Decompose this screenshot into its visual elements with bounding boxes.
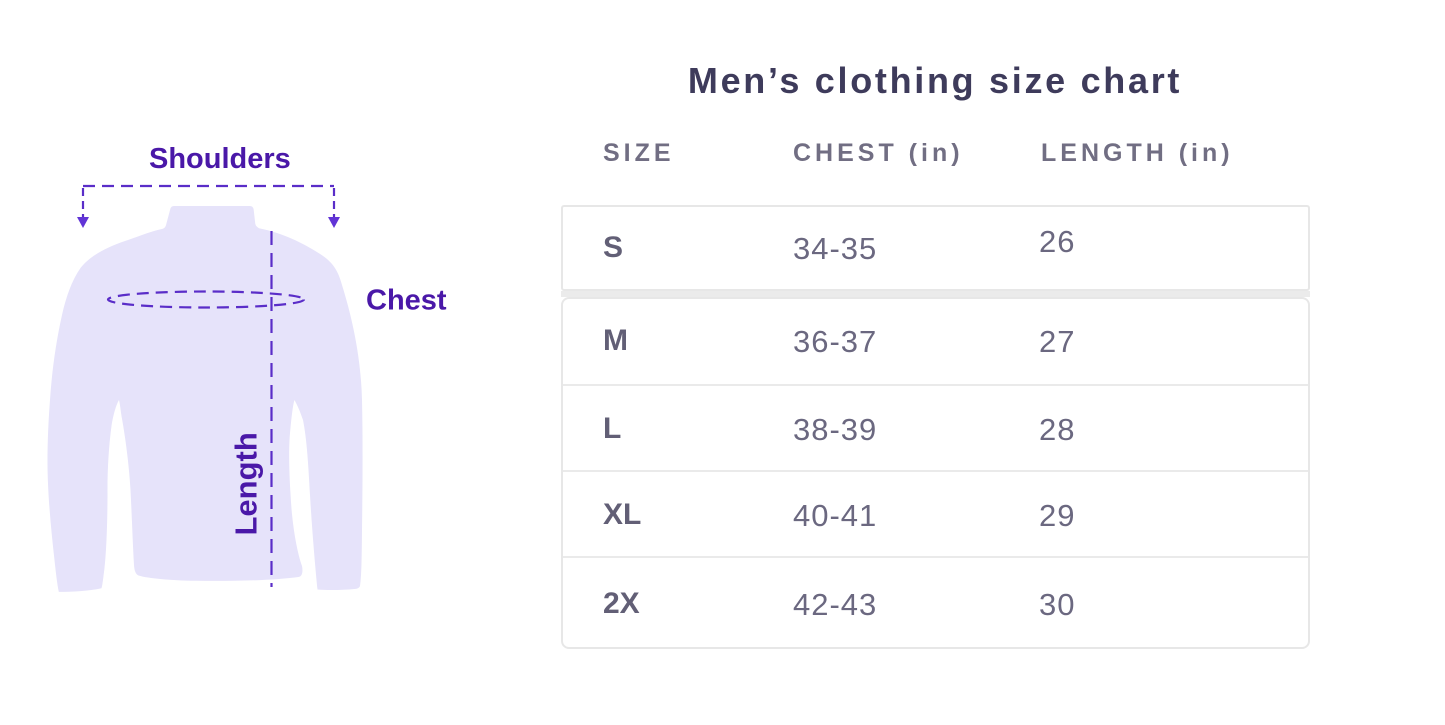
svg-text:Length: Length	[229, 432, 264, 535]
svg-text:Chest: Chest	[366, 285, 447, 317]
svg-text:Shoulders: Shoulders	[149, 143, 291, 175]
